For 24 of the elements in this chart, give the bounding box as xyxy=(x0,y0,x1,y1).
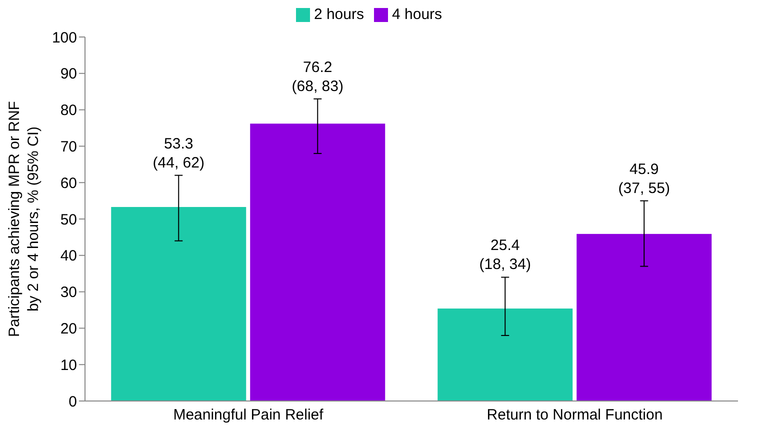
bar xyxy=(576,234,712,401)
y-axis-title: Participants achieving MPR or RNF by 2 or 4 hours, % (95% CI) xyxy=(6,101,42,337)
y-tick-label: 80 xyxy=(60,102,77,120)
legend-label: 4 hours xyxy=(392,6,442,23)
legend-label: 2 hours xyxy=(314,6,364,23)
y-tick-label: 0 xyxy=(68,393,77,410)
bar xyxy=(438,308,573,401)
y-tick-label: 30 xyxy=(60,284,77,302)
bar xyxy=(250,124,386,401)
y-tick-label: 20 xyxy=(60,320,77,338)
bar xyxy=(111,206,246,401)
y-tick-label: 100 xyxy=(52,29,77,46)
data-label: 45.9 (37, 55) xyxy=(618,160,670,197)
y-tick-label: 90 xyxy=(60,66,77,83)
y-tick-label: 50 xyxy=(60,211,77,228)
y-tick-label: 70 xyxy=(60,138,77,156)
data-label: 76.2 (68, 83) xyxy=(292,58,344,95)
y-tick-label: 40 xyxy=(60,248,77,265)
data-label: 25.4 (18, 34) xyxy=(479,237,531,274)
x-tick-label: Return to Normal Function xyxy=(486,406,663,424)
y-tick-label: 60 xyxy=(60,174,77,192)
y-tick-label: 10 xyxy=(60,356,77,374)
data-label: 53.3 (44, 62) xyxy=(152,135,204,172)
x-tick-label: Meaningful Pain Relief xyxy=(173,406,324,424)
